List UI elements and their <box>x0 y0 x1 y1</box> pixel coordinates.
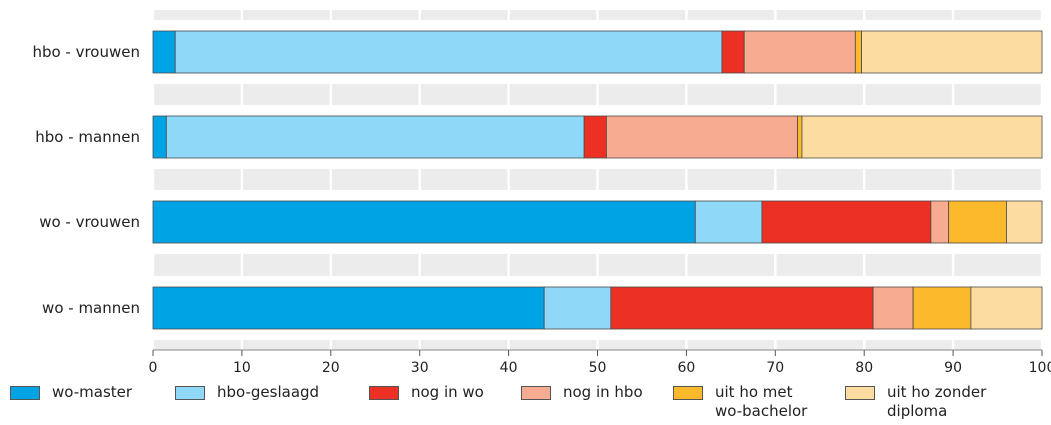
legend-item: wo-master <box>10 383 132 402</box>
x-tick-label: 40 <box>500 360 518 376</box>
legend-swatch <box>673 386 703 400</box>
x-tick-label: 100 <box>1029 360 1051 376</box>
x-tick-label: 60 <box>677 360 695 376</box>
x-tick-label: 50 <box>589 360 607 376</box>
bar-segment <box>872 286 914 330</box>
legend-label: nog in hbo <box>563 383 643 401</box>
legend-item: hbo-geslaagd <box>175 383 319 402</box>
legend-label: hbo-geslaagd <box>217 383 320 401</box>
bar-segment <box>165 115 585 159</box>
bar-segment <box>912 286 972 330</box>
bar-segment <box>797 115 803 159</box>
bar-segment <box>1006 200 1043 244</box>
bar-segment <box>605 115 798 159</box>
bar-segment <box>861 30 1043 74</box>
legend-label: wo-master <box>52 383 133 401</box>
bar-segment <box>543 286 612 330</box>
bar-segment <box>930 200 950 244</box>
bar-segment <box>610 286 874 330</box>
bar-segment <box>152 115 167 159</box>
legend-swatch <box>845 386 875 400</box>
bar-segment <box>174 30 723 74</box>
bar-segment <box>801 115 1043 159</box>
x-tick-label: 0 <box>149 360 158 376</box>
x-tick-label: 20 <box>322 360 340 376</box>
legend-swatch <box>10 386 40 400</box>
bar-segment <box>152 200 696 244</box>
category-label: hbo - mannen <box>35 128 140 146</box>
bar-segment <box>970 286 1043 330</box>
bar-segment <box>583 115 607 159</box>
legend: wo-master hbo-geslaagd nog in wo nog in hbo… <box>10 383 1045 425</box>
bar-segment <box>854 30 862 74</box>
x-tick-label: 10 <box>233 360 251 376</box>
legend-swatch <box>521 386 551 400</box>
x-tick-label: 30 <box>411 360 429 376</box>
stacked-bar-chart: hbo - vrouwen hbo - mannen wo - vrouwen wo … <box>32 10 1051 376</box>
x-tick-label: 70 <box>766 360 784 376</box>
legend-item: nog in hbo <box>521 383 643 402</box>
bar-segment <box>761 200 932 244</box>
legend-label: nog in wo <box>411 383 484 401</box>
bar-segment <box>152 30 176 74</box>
legend-label: uit ho zonder diploma <box>887 383 987 420</box>
bar-segment <box>152 286 545 330</box>
legend-swatch <box>175 386 205 400</box>
legend-label: uit ho met wo-bachelor <box>715 383 808 420</box>
legend-item: uit ho met wo-bachelor <box>673 383 807 421</box>
legend-swatch <box>369 386 399 400</box>
x-tick-label: 90 <box>944 360 962 376</box>
bar-segment <box>694 200 763 244</box>
category-label: wo - vrouwen <box>39 213 140 231</box>
category-label: hbo - vrouwen <box>32 43 140 61</box>
bar-segment <box>721 30 745 74</box>
bar-segment <box>948 200 1007 244</box>
x-tick-label: 80 <box>855 360 873 376</box>
legend-item: uit ho zonder diploma <box>845 383 986 421</box>
bar-segment <box>743 30 856 74</box>
legend-item: nog in wo <box>369 383 484 402</box>
category-label: wo - mannen <box>42 299 140 317</box>
